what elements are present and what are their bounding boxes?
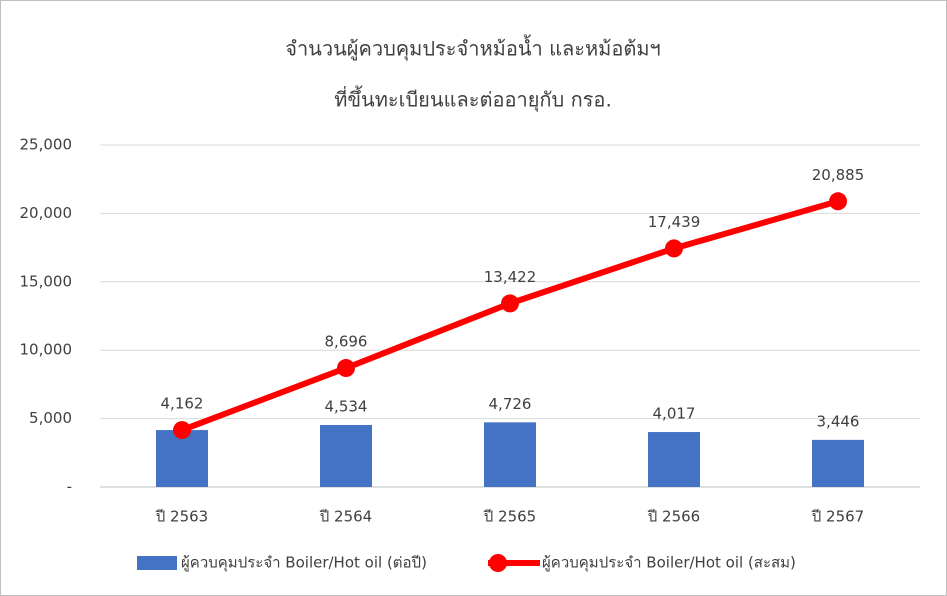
legend-swatch — [137, 556, 177, 570]
x-tick-label: ปี 2566 — [647, 508, 700, 526]
x-tick-label: ปี 2563 — [155, 508, 208, 526]
y-tick-label: 25,000 — [20, 136, 73, 154]
y-tick-label: 5,000 — [29, 409, 72, 427]
data-label: 20,885 — [812, 166, 865, 184]
data-label: 17,439 — [648, 213, 701, 231]
marker — [501, 294, 519, 313]
marker — [829, 192, 847, 211]
data-label: 4,726 — [489, 395, 532, 413]
data-label: 3,446 — [817, 412, 860, 430]
data-label: 4,017 — [653, 405, 696, 423]
marker — [665, 239, 683, 258]
data-label: 13,422 — [484, 268, 537, 286]
x-tick-label: ปี 2567 — [811, 508, 864, 526]
x-tick-label: ปี 2564 — [319, 508, 372, 526]
bar — [648, 432, 700, 487]
y-tick-label: 10,000 — [20, 341, 73, 359]
x-tick-label: ปี 2565 — [483, 508, 536, 526]
chart-title: ที่ขึ้นทะเบียนและต่ออายุกับ กรอ. — [334, 86, 612, 113]
data-label: 4,534 — [325, 397, 368, 415]
y-tick-label: 15,000 — [20, 272, 73, 290]
chart-title: จำนวนผู้ควบคุมประจำหม้อน้ำ และหม้อต้มฯ — [285, 35, 661, 62]
bar — [812, 439, 864, 487]
marker — [337, 359, 355, 378]
data-label: 8,696 — [325, 333, 368, 351]
bar — [156, 430, 208, 487]
bar — [484, 422, 536, 487]
data-label: 4,162 — [161, 395, 204, 413]
legend-label: ผู้ควบคุมประจำ Boiler/Hot oil (สะสม) — [542, 554, 796, 573]
y-tick-label: 20,000 — [20, 204, 73, 222]
legend-swatch — [489, 554, 507, 572]
legend-label: ผู้ควบคุมประจำ Boiler/Hot oil (ต่อปี) — [181, 554, 427, 573]
marker — [173, 421, 191, 440]
bar — [320, 424, 372, 487]
y-tick-label: - — [67, 478, 72, 496]
